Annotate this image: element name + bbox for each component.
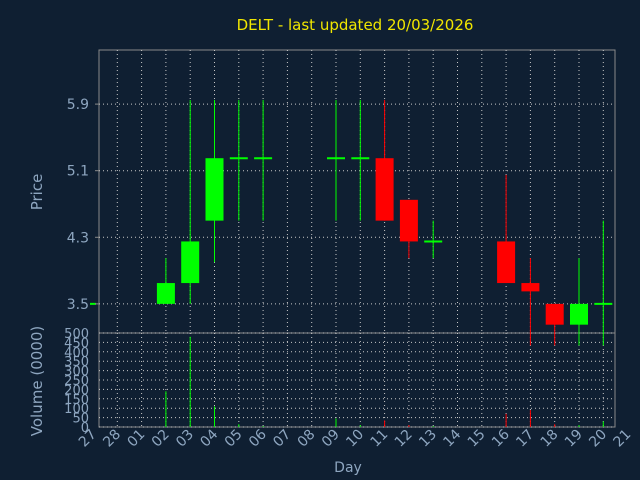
x-tick-label: 17 bbox=[513, 427, 537, 451]
x-tick-label: 05 bbox=[222, 427, 246, 451]
price-tick-label: 4.3 bbox=[67, 230, 89, 246]
price-tick-label: 5.1 bbox=[67, 164, 89, 180]
x-tick-label: 11 bbox=[368, 427, 392, 451]
chart-title: DELT - last updated 20/03/2026 bbox=[237, 16, 474, 34]
x-tick-label: 07 bbox=[270, 427, 294, 451]
x-tick-label: 14 bbox=[440, 426, 464, 450]
candle-body bbox=[570, 303, 588, 325]
price-axis-label: Price bbox=[28, 174, 46, 211]
volume-tick-label: 250 bbox=[64, 374, 89, 389]
candle-body bbox=[205, 158, 224, 221]
x-tick-label: 12 bbox=[392, 427, 416, 451]
x-axis-label: Day bbox=[334, 460, 362, 476]
volume-tick-label: 50 bbox=[72, 412, 89, 427]
x-tick-label: 03 bbox=[173, 427, 197, 451]
x-tick-label: 13 bbox=[416, 427, 440, 451]
candle-body bbox=[399, 199, 418, 242]
candle-body bbox=[521, 283, 540, 292]
candle-body bbox=[497, 241, 516, 284]
x-tick-label: 08 bbox=[295, 427, 319, 451]
volume-tick-label: 450 bbox=[64, 336, 89, 351]
candle-body bbox=[375, 158, 394, 221]
x-tick-label: 18 bbox=[538, 427, 562, 451]
volume-tick-label: 0 bbox=[81, 421, 89, 436]
price-tick-label: 5.9 bbox=[67, 97, 89, 113]
volume-tick-label: 100 bbox=[64, 402, 89, 417]
x-tick-label: 10 bbox=[343, 427, 367, 451]
candle-body bbox=[181, 241, 200, 284]
volume-tick-label: 350 bbox=[64, 355, 89, 370]
x-tick-label: 15 bbox=[465, 427, 489, 451]
volume-tick-label: 300 bbox=[64, 365, 89, 380]
x-tick-label: 09 bbox=[319, 427, 343, 451]
candle-body bbox=[545, 303, 564, 325]
x-tick-label: 16 bbox=[489, 426, 513, 450]
x-tick-label: 20 bbox=[586, 427, 610, 451]
x-tick-label: 01 bbox=[125, 427, 149, 451]
volume-tick-label: 200 bbox=[64, 383, 89, 398]
x-tick-label: 19 bbox=[562, 427, 586, 451]
volume-panel-frame bbox=[98, 332, 616, 428]
candle-body bbox=[156, 283, 175, 304]
volume-tick-label: 400 bbox=[64, 346, 89, 361]
volume-tick-label: 150 bbox=[64, 393, 89, 408]
price-tick-label: 3.5 bbox=[67, 297, 89, 313]
x-tick-label: 28 bbox=[100, 427, 124, 451]
x-tick-label: 02 bbox=[149, 427, 173, 451]
volume-axis-label: Volume (0000) bbox=[28, 326, 46, 436]
x-tick-label: 21 bbox=[611, 427, 635, 451]
volume-tick-label: 500 bbox=[64, 327, 89, 342]
x-tick-label: 06 bbox=[246, 426, 270, 450]
x-tick-label: 04 bbox=[197, 426, 221, 450]
